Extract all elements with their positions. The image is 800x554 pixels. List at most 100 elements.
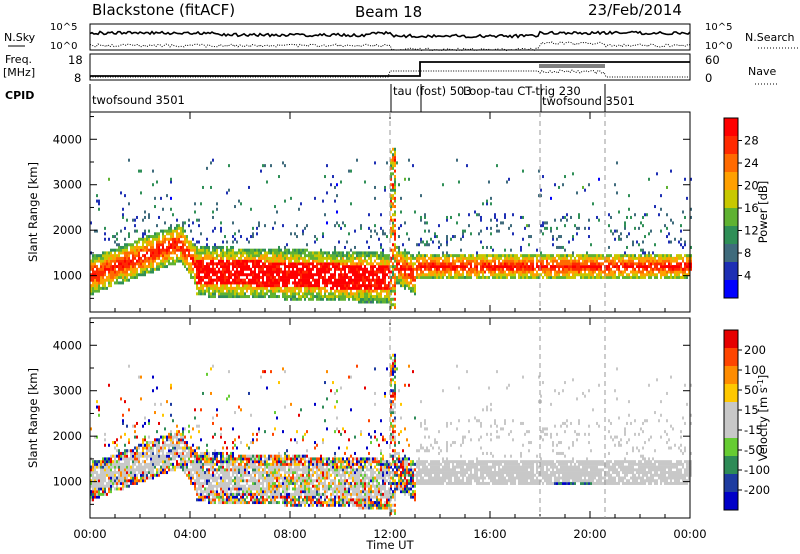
cpid-label: CPID xyxy=(5,89,34,102)
power-cell xyxy=(264,251,266,255)
power-cell xyxy=(318,292,320,296)
velocity-cell xyxy=(160,457,162,461)
power-cell xyxy=(312,273,314,277)
power-cell xyxy=(158,262,160,266)
power-cell xyxy=(450,215,452,219)
power-cell xyxy=(448,273,450,277)
power-cell xyxy=(646,254,648,258)
power-cell xyxy=(310,295,312,299)
power-cell xyxy=(208,267,210,271)
power-cell xyxy=(648,256,650,260)
velocity-cell xyxy=(92,460,94,464)
power-cell xyxy=(230,295,232,299)
power-cell xyxy=(682,259,684,263)
power-cell xyxy=(334,297,336,301)
power-cell xyxy=(322,256,324,260)
velocity-cell xyxy=(132,468,134,472)
power-cell xyxy=(312,251,314,255)
power-cell xyxy=(520,254,522,258)
power-cell xyxy=(190,240,192,244)
power-cell xyxy=(376,275,378,279)
power-cell xyxy=(616,256,618,260)
power-cell xyxy=(592,256,594,260)
velocity-cell xyxy=(122,457,124,461)
power-cell xyxy=(558,275,560,279)
power-cell xyxy=(494,270,496,274)
power-cell xyxy=(326,256,328,260)
power-cell xyxy=(308,284,310,288)
power-cell xyxy=(184,251,186,255)
power-cell xyxy=(268,295,270,299)
power-cell xyxy=(366,262,368,266)
power-cell xyxy=(178,245,180,249)
power-cell xyxy=(666,226,668,230)
velocity-cell xyxy=(92,465,94,469)
power-cell xyxy=(126,248,128,252)
power-cell xyxy=(282,295,284,299)
power-cell xyxy=(542,224,544,228)
velocity-cell xyxy=(188,473,190,477)
power-cell xyxy=(344,245,346,249)
power-cell xyxy=(378,295,380,299)
power-cell xyxy=(574,270,576,274)
power-cell xyxy=(588,218,590,222)
power-cell xyxy=(572,265,574,269)
power-cell xyxy=(438,267,440,271)
power-cell xyxy=(464,229,466,233)
power-cell xyxy=(336,254,338,258)
velocity-cell xyxy=(162,451,164,455)
power-cell xyxy=(306,292,308,296)
velocity-cell xyxy=(190,473,192,477)
power-cell xyxy=(354,267,356,271)
velocity-cell xyxy=(154,454,156,458)
power-cell xyxy=(370,251,372,255)
power-cell xyxy=(292,270,294,274)
power-cell xyxy=(338,297,340,301)
power-cell xyxy=(204,289,206,293)
power-cell xyxy=(576,191,578,195)
velocity-cell xyxy=(188,451,190,455)
power-cell xyxy=(172,229,174,233)
power-cell xyxy=(360,297,362,301)
velocity-cell xyxy=(128,484,130,488)
power-cell xyxy=(520,267,522,271)
power-cell xyxy=(102,275,104,279)
velocity-cell xyxy=(156,386,158,390)
power-cell xyxy=(284,251,286,255)
power-cell xyxy=(562,273,564,277)
velocity-cell xyxy=(110,460,112,464)
freq-panel: Freq. [MHz] 18 8 60 0 Nave xyxy=(3,53,778,85)
power-cell xyxy=(362,289,364,293)
velocity-cell xyxy=(146,451,148,455)
power-cell xyxy=(294,265,296,269)
power-cell xyxy=(348,265,350,269)
power-cell xyxy=(286,270,288,274)
velocity-cell xyxy=(108,465,110,469)
power-cell xyxy=(252,273,254,277)
power-cell xyxy=(324,289,326,293)
power-cell xyxy=(166,229,168,233)
power-cell xyxy=(334,292,336,296)
power-cell xyxy=(150,265,152,269)
power-cell xyxy=(578,213,580,217)
velocity-cell xyxy=(206,473,208,477)
velocity-cell xyxy=(200,490,202,494)
power-cell xyxy=(376,284,378,288)
power-cell xyxy=(336,265,338,269)
power-cell xyxy=(222,273,224,277)
power-cell xyxy=(364,286,366,290)
power-cell xyxy=(284,273,286,277)
power-cell xyxy=(328,278,330,282)
velocity-cell xyxy=(92,473,94,477)
power-cell xyxy=(630,265,632,269)
power-cell xyxy=(312,265,314,269)
velocity-cell xyxy=(176,465,178,469)
power-cell xyxy=(638,226,640,230)
power-cell xyxy=(216,251,218,255)
velocity-cell xyxy=(176,432,178,436)
velocity-cell xyxy=(106,473,108,477)
power-cell xyxy=(356,265,358,269)
power-cell xyxy=(408,251,410,255)
power-cell xyxy=(196,259,198,263)
power-cell xyxy=(190,262,192,266)
